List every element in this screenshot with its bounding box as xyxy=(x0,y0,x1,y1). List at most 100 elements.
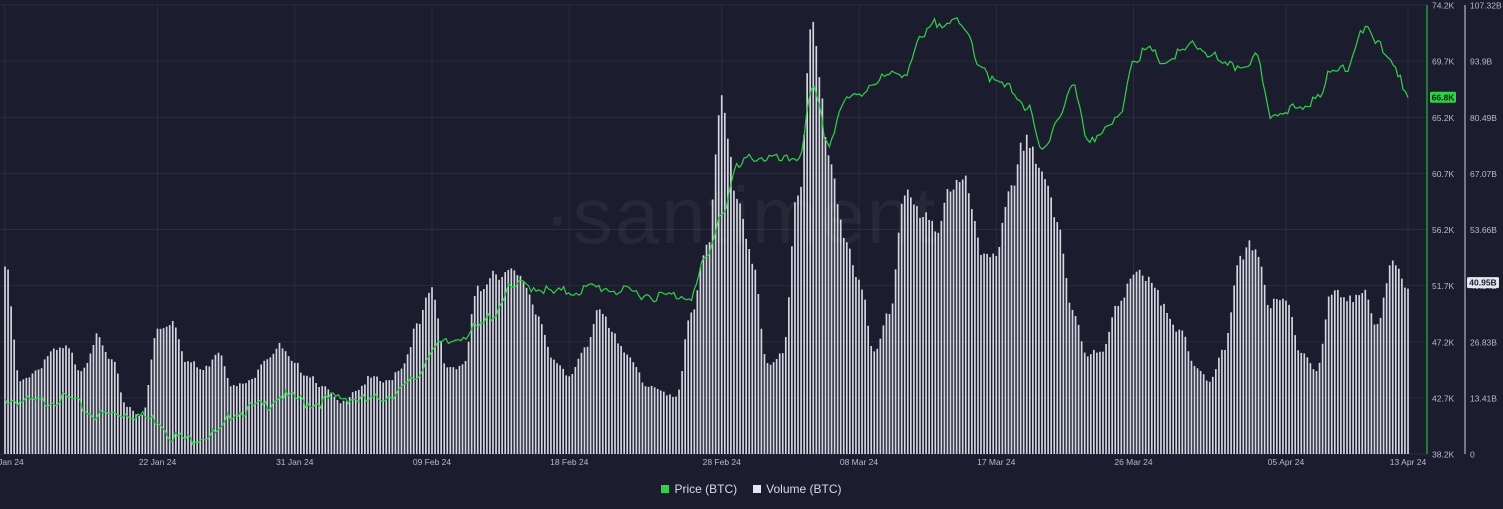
volume-bar xyxy=(431,287,433,454)
x-tick-label: 05 Apr 24 xyxy=(1268,457,1305,467)
volume-bar xyxy=(129,407,131,454)
volume-bar xyxy=(708,242,711,454)
volume-bar xyxy=(220,355,223,454)
legend-item-price[interactable]: Price (BTC) xyxy=(661,482,737,496)
volume-bar xyxy=(592,324,595,454)
volume-bar xyxy=(65,345,67,454)
volume-bar xyxy=(601,313,604,454)
volume-bar xyxy=(1324,319,1327,454)
volume-bar xyxy=(428,292,430,454)
volume-bar xyxy=(940,220,943,454)
volume-bar xyxy=(178,339,180,454)
volume-bar xyxy=(464,360,467,454)
price-tick-label: 56.2K xyxy=(1432,225,1455,235)
volume-bar xyxy=(327,389,330,454)
volume-bar xyxy=(995,255,998,454)
volume-bar xyxy=(1376,324,1379,454)
volume-bar xyxy=(1382,297,1385,454)
volume-bar xyxy=(858,279,860,454)
volume-bar xyxy=(409,347,412,454)
volume-bar xyxy=(397,370,400,454)
volume-bar xyxy=(269,357,272,454)
volume-bar xyxy=(1236,265,1239,454)
volume-bar xyxy=(1263,284,1266,454)
volume-bar xyxy=(1205,380,1208,454)
price-line xyxy=(4,17,1409,446)
volume-bar xyxy=(22,379,25,454)
volume-bar xyxy=(766,363,769,454)
legend-item-volume[interactable]: Volume (BTC) xyxy=(753,482,842,496)
volume-bar xyxy=(534,314,537,454)
volume-bar xyxy=(626,354,629,454)
volume-bar xyxy=(92,344,95,454)
volume-bar xyxy=(382,382,385,454)
volume-bar xyxy=(531,304,534,454)
volume-bar xyxy=(1355,294,1357,454)
x-tick-label: 08 Mar 24 xyxy=(840,457,879,467)
volume-bar xyxy=(842,237,845,454)
volume-bar xyxy=(955,179,958,455)
volume-bar xyxy=(574,366,577,454)
volume-bar xyxy=(425,297,427,454)
volume-bar xyxy=(318,387,320,454)
volume-bar xyxy=(662,391,665,454)
volume-bar xyxy=(839,219,842,454)
volume-bar xyxy=(1300,352,1303,454)
volume-bar xyxy=(342,400,345,454)
x-tick-label: 17 Mar 24 xyxy=(977,457,1016,467)
volume-bar xyxy=(852,265,854,454)
volume-bar xyxy=(1181,330,1184,454)
volume-bar xyxy=(818,77,821,454)
volume-bar xyxy=(1041,171,1043,454)
volume-bar xyxy=(376,376,378,454)
volume-tick-label: 53.66B xyxy=(1470,225,1497,235)
volume-bar xyxy=(1276,299,1278,454)
volume-tick-label: 93.9B xyxy=(1470,57,1493,67)
volume-bar xyxy=(28,377,31,454)
volume-bar xyxy=(1093,349,1095,454)
price-tick-label: 60.7K xyxy=(1432,169,1455,179)
volume-bar xyxy=(632,362,635,454)
volume-bar xyxy=(1404,287,1406,454)
volume-bar xyxy=(235,386,238,454)
volume-bar xyxy=(117,373,119,454)
volume-bar xyxy=(870,345,873,454)
volume-bar xyxy=(1269,308,1272,454)
volume-bar xyxy=(736,198,738,454)
price-swatch-icon xyxy=(661,485,670,493)
volume-bar xyxy=(1239,255,1242,454)
volume-bar xyxy=(977,237,979,454)
volume-bar xyxy=(681,371,683,454)
volume-bar xyxy=(1346,301,1348,454)
volume-bar xyxy=(772,362,775,454)
volume-bar xyxy=(165,326,168,454)
volume-tick-label: 26.83B xyxy=(1470,337,1497,347)
volume-bar xyxy=(293,362,296,454)
volume-bar xyxy=(723,112,726,455)
volume-bar xyxy=(248,380,250,454)
volume-bar xyxy=(281,348,284,454)
volume-bar xyxy=(1150,282,1153,454)
volume-badge-label: 40.95B xyxy=(1469,278,1496,288)
volume-bar xyxy=(1135,271,1138,454)
volume-bar xyxy=(68,348,70,454)
volume-bar xyxy=(1391,260,1394,454)
volume-bar xyxy=(1260,266,1263,454)
volume-bar xyxy=(86,362,89,454)
volume-bar xyxy=(153,338,156,454)
volume-bar xyxy=(1352,302,1354,454)
volume-bar xyxy=(650,385,653,454)
volume-bar xyxy=(284,351,287,454)
price-badge xyxy=(1430,91,1456,103)
volume-bar xyxy=(147,384,150,454)
volume-bar xyxy=(742,218,744,454)
volume-bar xyxy=(1245,247,1248,454)
volume-bar xyxy=(821,98,824,455)
volume-bar xyxy=(1138,269,1141,454)
volume-bar xyxy=(702,255,705,454)
volume-bar xyxy=(830,164,833,454)
volume-bar xyxy=(547,346,549,454)
volume-bar xyxy=(333,396,336,454)
volume-bar xyxy=(132,410,134,454)
volume-bar xyxy=(836,204,839,454)
